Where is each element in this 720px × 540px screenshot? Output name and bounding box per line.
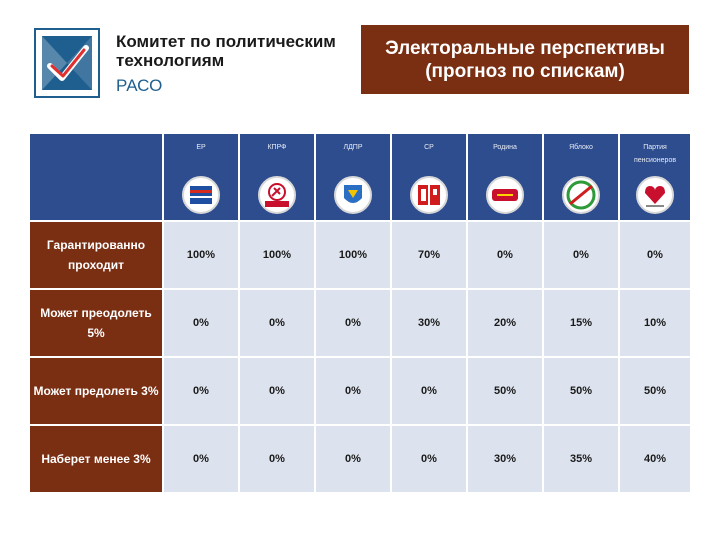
party-header-kprf: КПРФ [240, 134, 314, 220]
party-header-er: ЕР [164, 134, 238, 220]
table-cell: 0% [240, 426, 314, 492]
table-cell: 0% [392, 358, 466, 424]
party-name: Партия пенсионеров [633, 144, 677, 164]
table-cell: 50% [544, 358, 618, 424]
slide-title-line2: (прогноз по спискам) [425, 60, 625, 82]
table-cell: 0% [164, 358, 238, 424]
table-cell: 0% [392, 426, 466, 492]
table-cell: 35% [544, 426, 618, 492]
party-header-ldpr: ЛДПР [316, 134, 390, 220]
table-cell: 30% [468, 426, 542, 492]
slide-title: Электоральные перспективы (прогноз по сп… [361, 25, 689, 94]
table-corner-cell [30, 134, 162, 220]
pensioners-party-emblem-icon [636, 176, 674, 214]
rodina-emblem-icon [486, 176, 524, 214]
table-cell: 0% [620, 222, 690, 288]
table-cell: 100% [316, 222, 390, 288]
table-cell: 15% [544, 290, 618, 356]
table-cell: 0% [316, 426, 390, 492]
table-cell: 100% [164, 222, 238, 288]
table-cell: 0% [316, 358, 390, 424]
table-cell: 0% [544, 222, 618, 288]
table-cell: 30% [392, 290, 466, 356]
table-cell: 100% [240, 222, 314, 288]
table-cell: 0% [164, 426, 238, 492]
ldpr-emblem-icon [334, 176, 372, 214]
row-label-less-than-3: Наберет менее 3% [30, 426, 162, 492]
party-name: Яблоко [569, 144, 593, 151]
forecast-table: ЕР КПРФ ЛДПР СР [30, 134, 690, 492]
party-name: Родина [493, 144, 517, 151]
committee-logo-icon [42, 36, 92, 90]
table-cell: 50% [468, 358, 542, 424]
table-cell: 10% [620, 290, 690, 356]
party-name: КПРФ [267, 144, 287, 151]
party-name: СР [424, 144, 434, 151]
yabloko-emblem-icon [562, 176, 600, 214]
party-header-yabloko: Яблоко [544, 134, 618, 220]
party-header-sr: СР [392, 134, 466, 220]
table-cell: 40% [620, 426, 690, 492]
party-name: ЕР [196, 144, 206, 151]
table-cell: 70% [392, 222, 466, 288]
party-header-rodina: Родина [468, 134, 542, 220]
table-cell: 20% [468, 290, 542, 356]
table-cell: 0% [316, 290, 390, 356]
org-abbreviation: РАСО [116, 76, 163, 95]
party-name: ЛДПР [343, 144, 363, 151]
party-header-pensioners: Партия пенсионеров [620, 134, 690, 220]
committee-logo [34, 28, 100, 98]
fair-russia-emblem-icon [410, 176, 448, 214]
table-cell: 0% [240, 358, 314, 424]
row-label-may-pass-5: Может преодолеть 5% [30, 290, 162, 356]
slide-title-line1: Электоральные перспективы [385, 37, 665, 59]
row-label-guaranteed: Гарантированно проходит [30, 222, 162, 288]
kprf-emblem-icon [258, 176, 296, 214]
table-cell: 0% [240, 290, 314, 356]
table-cell: 0% [164, 290, 238, 356]
table-cell: 0% [468, 222, 542, 288]
united-russia-emblem-icon [182, 176, 220, 214]
row-label-may-pass-3: Может предолеть 3% [30, 358, 162, 424]
org-name: Комитет по политическим технологиям [116, 32, 336, 70]
table-cell: 50% [620, 358, 690, 424]
